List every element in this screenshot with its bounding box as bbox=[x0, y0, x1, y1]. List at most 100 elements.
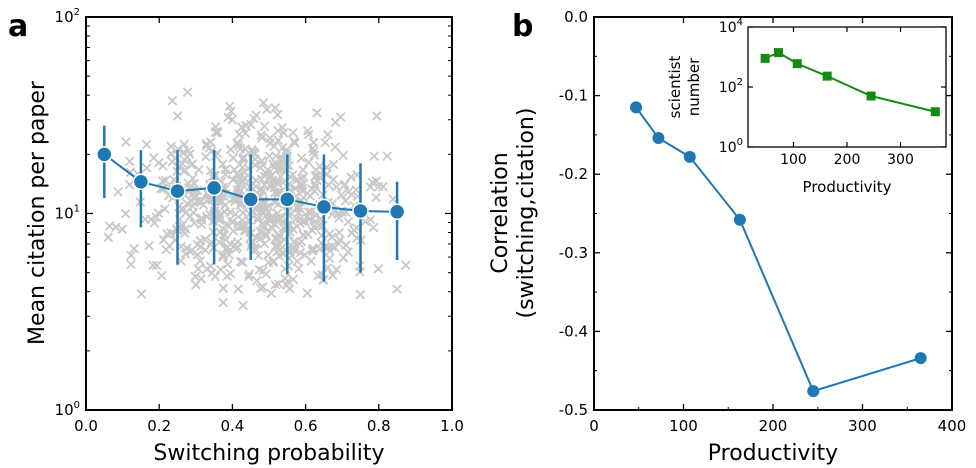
scatter-point bbox=[160, 175, 171, 186]
scatter-point bbox=[225, 239, 235, 249]
x-tick-label: 300 bbox=[848, 417, 877, 435]
scatter-point bbox=[338, 150, 349, 161]
y-tick-label: 102 bbox=[719, 77, 743, 96]
scatter-point bbox=[256, 174, 267, 185]
scatter-point bbox=[189, 178, 200, 189]
scatter-point bbox=[238, 257, 248, 268]
scatter-point bbox=[334, 213, 344, 223]
scatter-point bbox=[277, 164, 287, 174]
scatter-point bbox=[186, 160, 197, 170]
scatter-point bbox=[256, 228, 267, 239]
scatter-point bbox=[269, 141, 280, 151]
data-point bbox=[315, 198, 333, 216]
scatter-point bbox=[331, 264, 342, 275]
scatter-point bbox=[373, 263, 384, 274]
scatter-point bbox=[326, 232, 337, 243]
scatter-point bbox=[254, 265, 265, 275]
scatter-point bbox=[244, 269, 255, 280]
scatter-point bbox=[228, 226, 239, 236]
scatter-point bbox=[180, 164, 190, 175]
scatter-point bbox=[238, 300, 248, 311]
scatter-point bbox=[355, 289, 366, 300]
scatter-point bbox=[166, 228, 176, 238]
scatter-point bbox=[226, 106, 236, 117]
scatter-point bbox=[174, 201, 184, 212]
scatter-point bbox=[303, 157, 314, 168]
scatter-point bbox=[113, 187, 123, 197]
scatter-point bbox=[202, 194, 213, 204]
y-tick-label: -0.2 bbox=[559, 165, 588, 183]
scatter-point bbox=[257, 186, 268, 197]
scatter-point bbox=[298, 192, 309, 203]
scatter-point bbox=[218, 252, 228, 262]
binned-series bbox=[96, 125, 406, 282]
y-axis-label-line2: (switching,citation) bbox=[514, 108, 539, 319]
inset-background bbox=[748, 27, 946, 147]
y-tick-label: -0.3 bbox=[559, 244, 588, 262]
scatter-point bbox=[235, 256, 246, 267]
scatter-point bbox=[369, 151, 380, 162]
scatter-point bbox=[336, 190, 347, 200]
scatter-point bbox=[158, 161, 168, 171]
scatter-point bbox=[323, 242, 334, 253]
scatter-point bbox=[261, 202, 272, 213]
scatter-point bbox=[288, 242, 299, 252]
scatter-point bbox=[291, 213, 301, 224]
data-point bbox=[733, 213, 746, 226]
scatter-point bbox=[149, 218, 160, 228]
scatter-point bbox=[330, 142, 341, 152]
x-tick-label: 0 bbox=[589, 417, 599, 435]
scatter-point bbox=[214, 237, 225, 248]
data-point bbox=[760, 53, 770, 63]
data-point bbox=[774, 48, 784, 58]
x-axis-label: Productivity bbox=[708, 441, 838, 466]
y-tick-label: 0.0 bbox=[564, 8, 588, 26]
scatter-point bbox=[195, 197, 206, 208]
scatter-point bbox=[303, 207, 313, 217]
x-axis-ticks: 0 100 200 300 400 bbox=[589, 17, 966, 435]
scatter-point bbox=[317, 220, 328, 231]
scatter-point bbox=[289, 136, 299, 147]
scatter-point bbox=[267, 179, 277, 189]
x-tick-label: 0.4 bbox=[220, 417, 244, 435]
scatter-point bbox=[187, 245, 197, 256]
scatter-point bbox=[253, 250, 264, 261]
scatter-point bbox=[382, 151, 393, 161]
data-point bbox=[930, 107, 940, 117]
scatter-point bbox=[182, 87, 193, 97]
scatter-point bbox=[327, 270, 338, 281]
scatter-point bbox=[312, 108, 322, 118]
data-point bbox=[914, 352, 927, 365]
scatter-point bbox=[195, 195, 205, 206]
scatter-point bbox=[117, 224, 128, 235]
scatter-point bbox=[228, 153, 239, 163]
x-tick-label: 1.0 bbox=[440, 417, 464, 435]
scatter-point bbox=[148, 153, 159, 163]
scatter-point bbox=[257, 218, 268, 229]
scatter-point bbox=[264, 151, 275, 161]
scatter-point bbox=[270, 279, 281, 290]
scatter-point bbox=[257, 282, 268, 292]
x-tick-label: 100 bbox=[669, 417, 698, 435]
scatter-point bbox=[281, 148, 292, 159]
y-tick-label: 100 bbox=[719, 137, 743, 156]
scatter-point bbox=[308, 243, 318, 254]
scatter-point bbox=[237, 154, 248, 165]
scatter-point bbox=[151, 260, 162, 271]
scatter-point bbox=[240, 144, 251, 154]
scatter-point bbox=[278, 177, 288, 188]
scatter-point bbox=[121, 137, 131, 147]
scatter-point bbox=[328, 159, 339, 170]
scatter-point bbox=[287, 250, 297, 261]
scatter-point bbox=[204, 209, 215, 220]
scatter-point bbox=[270, 219, 281, 230]
scatter-point bbox=[294, 238, 305, 249]
scatter-point bbox=[308, 137, 319, 148]
scatter-point bbox=[328, 174, 339, 185]
scatter-point bbox=[308, 146, 319, 157]
y-tick-label: -0.4 bbox=[559, 322, 588, 340]
x-axis-ticks: 0.0 0.2 0.4 0.6 0.8 1.0 bbox=[74, 17, 464, 435]
x-tick-label: 0.6 bbox=[294, 417, 318, 435]
